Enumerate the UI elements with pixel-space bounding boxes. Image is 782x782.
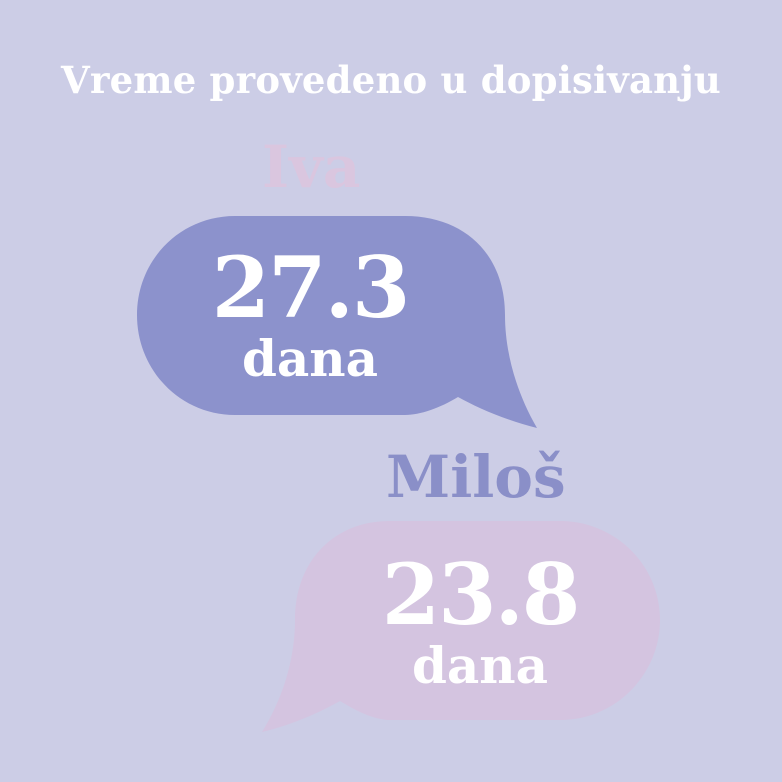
page-title: Vreme provedeno u dopisivanju [61, 58, 721, 102]
milos-value: 23.8 [381, 545, 581, 644]
milos-stat: 23.8 dana [340, 553, 620, 691]
milos-name-label: Miloš [386, 443, 566, 511]
iva-speech-bubble [137, 216, 537, 428]
milos-unit: dana [411, 636, 549, 695]
iva-unit: dana [241, 329, 379, 388]
milos-speech-bubble [262, 521, 660, 732]
iva-name-label: Iva [262, 133, 361, 201]
iva-value: 27.3 [211, 238, 411, 337]
iva-stat: 27.3 dana [170, 246, 450, 384]
